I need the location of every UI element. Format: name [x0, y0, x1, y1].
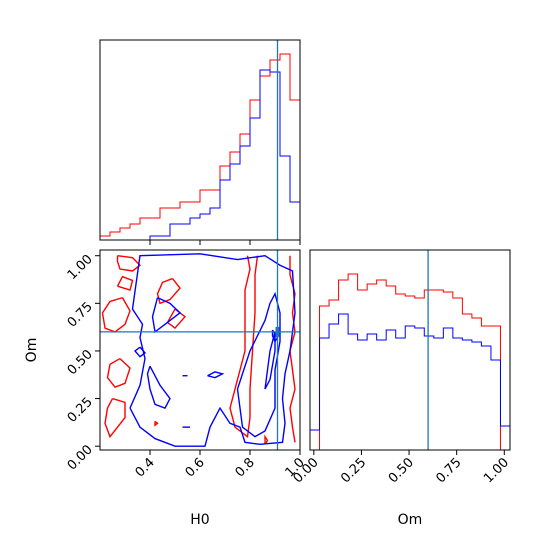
red-contour	[154, 420, 159, 427]
om-hist-xtick-label: 0.50	[386, 455, 417, 486]
contour-ytick-label: 0.75	[65, 300, 96, 331]
y-axis-label-om: Om	[24, 338, 40, 363]
contour-layer	[100, 250, 300, 450]
blue-contour	[264, 331, 276, 390]
om-hist-xtick-label: 1.00	[481, 455, 512, 486]
blue-contour	[133, 346, 147, 358]
blue-contour	[129, 253, 296, 447]
contour-xtick-label: 0.6	[183, 455, 208, 480]
red-contour	[229, 255, 259, 438]
x-axis-label-om: Om	[398, 512, 423, 528]
om-hist-xtick-label: 0.75	[433, 455, 464, 486]
red-contour	[101, 296, 131, 333]
red-contour	[156, 277, 181, 305]
red-contour	[116, 255, 142, 272]
blue-contour	[146, 365, 171, 409]
contour-xtick-label: 0.8	[233, 455, 258, 480]
contour-ytick-label: 0.00	[65, 442, 96, 473]
blue-h0-histogram	[100, 69, 301, 241]
blue-contour	[207, 371, 225, 379]
blue-om-histogram	[309, 313, 511, 450]
red-contour	[166, 308, 187, 330]
red-contour	[116, 275, 134, 291]
red-contour	[104, 397, 126, 439]
red-om-histogram	[310, 273, 510, 451]
contour-ytick-label: 1.00	[65, 252, 96, 283]
contour-xtick-label: 0.4	[133, 455, 158, 480]
h0-histogram-panel	[99, 39, 301, 245]
red-contour	[264, 434, 269, 445]
om-histogram-frame	[309, 249, 511, 451]
contour-ytick-label: 0.50	[65, 347, 96, 378]
contour-ytick-label: 0.25	[65, 395, 96, 426]
om-hist-xtick-label: 0.25	[338, 455, 369, 486]
blue-contour	[236, 291, 281, 438]
red-h0-histogram	[99, 53, 301, 240]
x-axis-label-h0: H0	[190, 512, 209, 528]
blue-contour	[151, 296, 182, 334]
truth-marker	[275, 326, 280, 337]
red-contour	[106, 357, 131, 388]
